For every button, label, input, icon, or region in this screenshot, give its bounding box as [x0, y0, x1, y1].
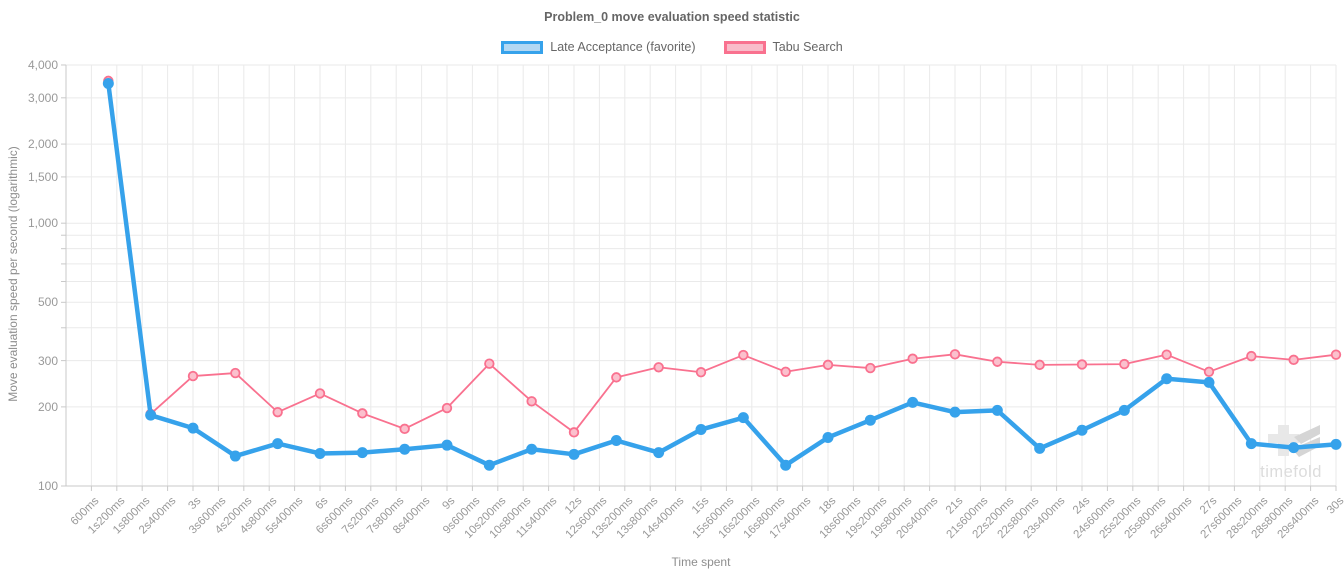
y-tick-label: 300 [37, 353, 58, 368]
data-point[interactable] [992, 356, 1003, 367]
data-point[interactable] [568, 448, 580, 460]
data-point[interactable] [187, 370, 199, 382]
data-point[interactable] [780, 366, 791, 377]
series-line [107, 79, 1337, 434]
data-point[interactable] [314, 388, 326, 399]
data-point[interactable] [653, 362, 664, 373]
data-point[interactable] [907, 353, 918, 364]
data-point[interactable] [611, 372, 622, 383]
data-point[interactable] [441, 439, 453, 451]
data-point[interactable] [1330, 349, 1342, 360]
data-point[interactable] [1119, 358, 1130, 370]
legend-swatch-tabu-search [723, 40, 766, 54]
data-point[interactable] [653, 447, 665, 459]
y-tick-label: 500 [37, 295, 58, 310]
data-point[interactable] [1245, 438, 1257, 450]
data-point[interactable] [356, 447, 368, 459]
data-point[interactable] [1203, 376, 1215, 388]
data-point[interactable] [145, 409, 157, 421]
data-point[interactable] [1034, 359, 1045, 371]
y-tick-label: 4,000 [27, 57, 58, 72]
data-point[interactable] [610, 434, 622, 446]
data-point[interactable] [526, 396, 537, 407]
data-point[interactable] [780, 459, 792, 471]
y-gridlines [61, 64, 1336, 487]
data-point[interactable] [1076, 359, 1088, 370]
data-point[interactable] [399, 423, 410, 435]
data-point[interactable] [822, 431, 834, 443]
data-point[interactable] [483, 459, 495, 471]
data-point[interactable] [357, 408, 368, 419]
data-point[interactable] [314, 447, 326, 459]
data-point[interactable] [526, 443, 538, 455]
y-axis-title: Move evaluation speed per second (logari… [6, 146, 20, 402]
data-point[interactable] [484, 358, 495, 369]
data-point[interactable] [1288, 442, 1300, 454]
data-point[interactable] [907, 396, 919, 408]
data-point[interactable] [441, 402, 453, 414]
data-point[interactable] [399, 443, 411, 455]
data-point[interactable] [272, 438, 284, 450]
y-tick-label: 1,000 [27, 216, 58, 231]
legend-item-late-acceptance[interactable]: Late Acceptance (favorite) [501, 40, 696, 54]
data-point[interactable] [695, 424, 707, 436]
chart-title: Problem_0 move evaluation speed statisti… [544, 10, 800, 24]
data-point[interactable] [102, 78, 114, 90]
data-point[interactable] [737, 412, 749, 424]
data-point[interactable] [1246, 350, 1257, 362]
data-point[interactable] [991, 404, 1003, 416]
series-tabu-search [103, 75, 1342, 438]
data-point[interactable] [229, 450, 241, 462]
data-point[interactable] [1203, 366, 1215, 377]
y-tick-label: 200 [37, 399, 58, 414]
legend-swatch-late-acceptance [501, 40, 544, 54]
data-point[interactable] [1161, 373, 1173, 385]
legend-item-tabu-search[interactable]: Tabu Search [723, 40, 843, 54]
watermark-text: timefold [1260, 463, 1322, 481]
data-point[interactable] [272, 406, 283, 418]
chart-legend: Late Acceptance (favorite) Tabu Search [0, 40, 1344, 54]
data-point[interactable] [738, 349, 749, 361]
x-axis-title: Time spent [671, 555, 731, 569]
y-tick-label: 2,000 [27, 137, 58, 152]
data-point[interactable] [1034, 442, 1046, 454]
data-point[interactable] [230, 367, 241, 379]
data-point[interactable] [1330, 438, 1342, 450]
data-point[interactable] [864, 414, 876, 426]
data-point[interactable] [1161, 349, 1172, 360]
data-point[interactable] [1288, 354, 1299, 366]
x-gridlines [90, 64, 1337, 491]
data-point[interactable] [822, 359, 834, 371]
data-point[interactable] [1076, 424, 1088, 436]
data-point[interactable] [949, 406, 961, 418]
y-tick-label: 3,000 [27, 90, 58, 105]
legend-label-late-acceptance: Late Acceptance (favorite) [550, 40, 696, 54]
data-point[interactable] [1118, 404, 1130, 416]
data-point[interactable] [568, 427, 580, 438]
legend-label-tabu-search: Tabu Search [772, 40, 843, 54]
data-point[interactable] [695, 367, 707, 378]
timefold-watermark: timefold [1260, 425, 1322, 481]
data-point[interactable] [949, 349, 961, 360]
data-point[interactable] [187, 422, 199, 434]
y-tick-label: 100 [37, 479, 58, 493]
series-line [106, 81, 1339, 468]
series-late-acceptance [102, 78, 1342, 471]
y-tick-label: 1,500 [27, 169, 58, 184]
data-point[interactable] [865, 362, 876, 374]
